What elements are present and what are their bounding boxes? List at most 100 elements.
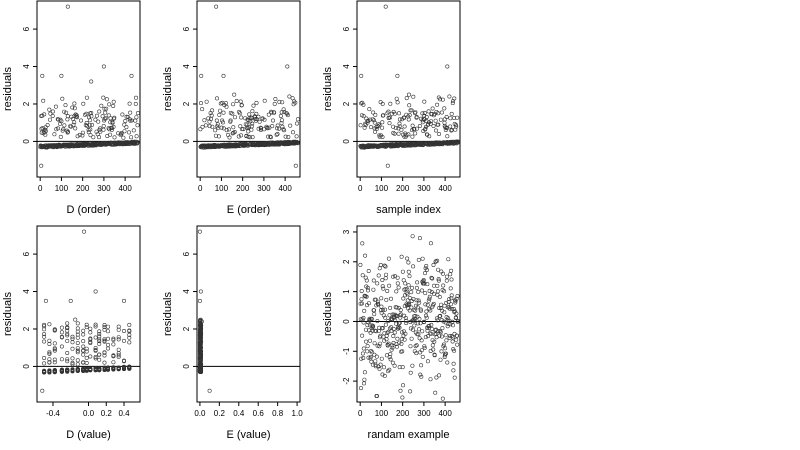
data-point xyxy=(378,262,383,267)
data-point xyxy=(383,4,388,9)
data-point xyxy=(402,304,407,309)
data-point xyxy=(361,320,366,325)
data-point xyxy=(432,283,437,288)
data-point xyxy=(70,362,75,367)
data-point xyxy=(413,313,418,318)
data-point xyxy=(65,369,70,374)
data-point xyxy=(359,73,364,78)
data-point xyxy=(62,109,67,114)
data-point xyxy=(74,113,79,118)
y-tick-label: 2 xyxy=(22,101,31,106)
data-point xyxy=(116,365,121,370)
data-point xyxy=(243,143,248,148)
data-point xyxy=(87,115,92,120)
y-tick-label: 4 xyxy=(182,289,191,294)
data-point xyxy=(135,140,140,145)
data-point xyxy=(407,113,412,118)
data-point xyxy=(436,278,441,283)
data-point xyxy=(254,100,259,105)
data-point xyxy=(421,116,426,121)
data-point xyxy=(410,327,415,332)
data-point xyxy=(198,289,203,294)
data-point xyxy=(216,134,221,139)
data-point xyxy=(102,366,107,371)
scatter-panel-3: 0 100 200 300 400 0 2 4 6 sample index residuals xyxy=(322,0,461,216)
data-point xyxy=(407,103,412,108)
data-point xyxy=(408,370,413,375)
data-point xyxy=(286,135,291,140)
data-point xyxy=(84,360,89,365)
data-point xyxy=(45,123,50,128)
data-point xyxy=(81,332,86,337)
data-point xyxy=(101,124,106,129)
data-point xyxy=(420,329,425,334)
data-point xyxy=(448,322,453,327)
data-point xyxy=(83,112,88,117)
data-point xyxy=(81,101,86,106)
y-tick-label: 0 xyxy=(182,139,191,144)
data-point xyxy=(62,123,67,128)
data-point xyxy=(75,362,80,367)
data-point xyxy=(414,285,419,290)
data-point xyxy=(387,355,392,360)
data-point xyxy=(416,257,421,262)
data-point xyxy=(404,320,409,325)
data-point xyxy=(60,96,65,101)
data-point xyxy=(106,346,111,351)
data-point xyxy=(52,360,57,365)
data-point xyxy=(94,129,99,134)
y-tick-label: 6 xyxy=(22,26,31,31)
data-point xyxy=(385,330,390,335)
data-point xyxy=(425,359,430,364)
data-point xyxy=(133,101,138,106)
data-point xyxy=(213,128,218,133)
data-point xyxy=(400,269,405,274)
data-point xyxy=(364,116,369,121)
data-point xyxy=(399,330,404,335)
data-point xyxy=(374,354,379,359)
data-point xyxy=(378,362,383,367)
data-point xyxy=(450,307,455,312)
data-point xyxy=(73,126,78,131)
data-point xyxy=(401,278,406,283)
data-point xyxy=(266,134,271,139)
data-point xyxy=(249,127,254,132)
data-point xyxy=(59,330,64,335)
data-point xyxy=(361,102,366,107)
data-point xyxy=(276,126,281,131)
data-point xyxy=(359,301,364,306)
data-point xyxy=(384,333,389,338)
x-axis-title: E (order) xyxy=(227,204,270,216)
data-point xyxy=(368,354,373,359)
data-point xyxy=(295,141,300,146)
data-point xyxy=(397,365,402,370)
data-point xyxy=(419,288,424,293)
data-point xyxy=(436,111,441,116)
data-point xyxy=(102,322,107,327)
data-point xyxy=(88,336,93,341)
data-point xyxy=(425,282,430,287)
data-point xyxy=(64,110,69,115)
data-point xyxy=(385,288,390,293)
data-point xyxy=(386,341,391,346)
data-point xyxy=(102,327,107,332)
x-tick-label: 100 xyxy=(55,184,69,193)
data-point xyxy=(359,288,364,293)
data-point xyxy=(65,321,70,326)
scatter-panel-2: 0 100 200 300 400 0 2 4 6 E (order) residuals xyxy=(162,0,301,216)
y-tick-label: 0 xyxy=(22,364,31,369)
x-tick-label: 200 xyxy=(236,184,250,193)
data-point xyxy=(372,341,377,346)
data-point xyxy=(366,268,371,273)
data-point xyxy=(424,309,429,314)
data-point xyxy=(79,118,84,123)
data-point xyxy=(417,124,422,129)
data-point xyxy=(239,133,244,138)
data-point xyxy=(277,99,282,104)
data-point xyxy=(231,125,236,130)
y-tick-label: 6 xyxy=(342,26,351,31)
data-point xyxy=(365,323,370,328)
data-point xyxy=(439,302,444,307)
data-point xyxy=(434,375,439,380)
data-point xyxy=(102,353,107,358)
